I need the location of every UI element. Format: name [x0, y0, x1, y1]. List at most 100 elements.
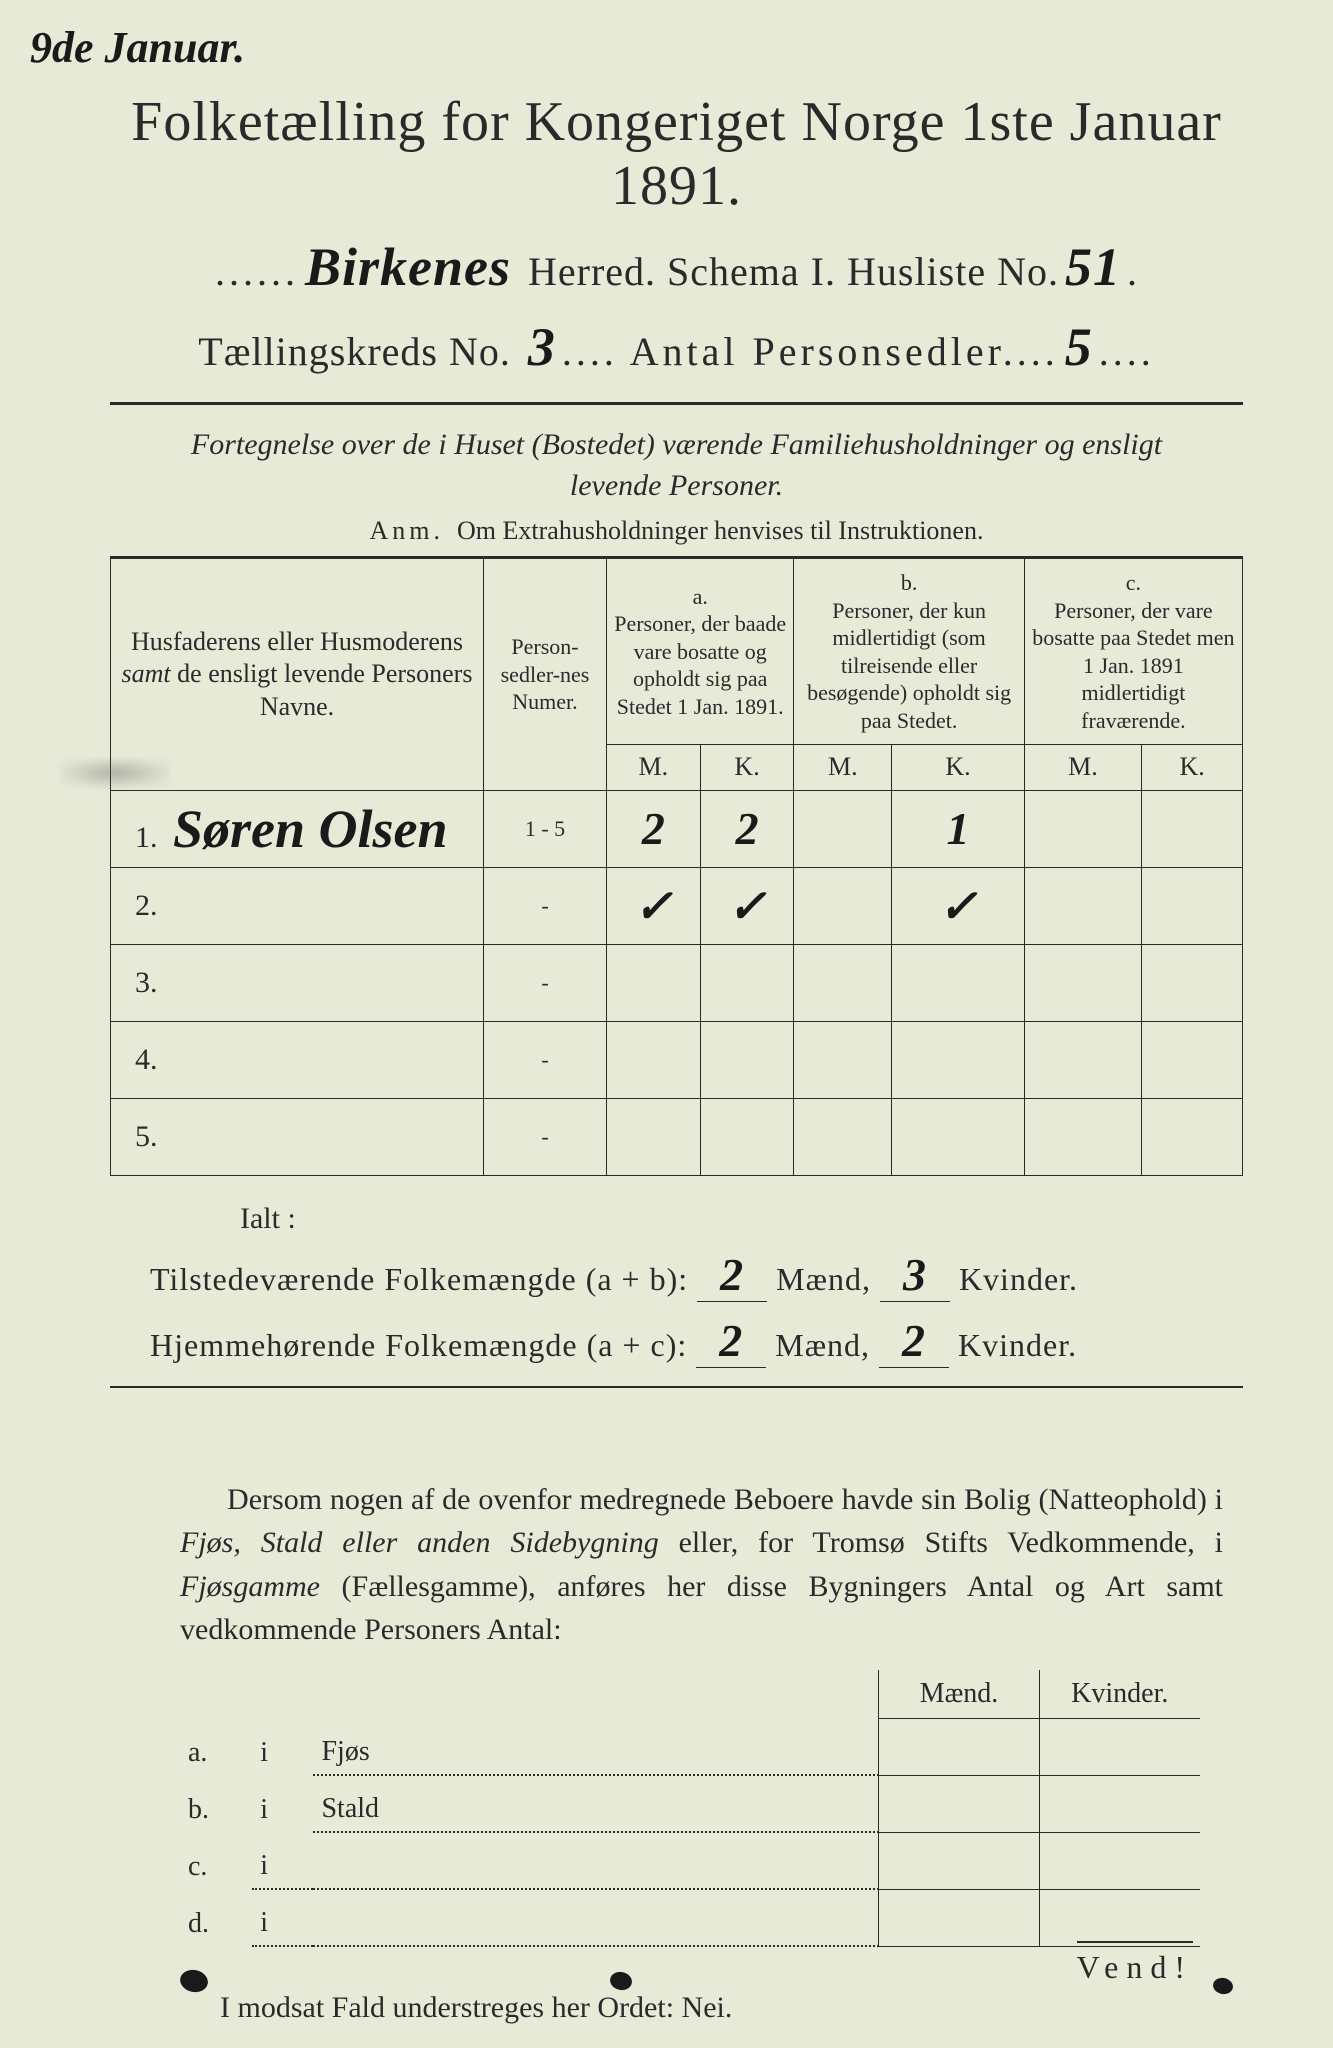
row4-bM — [794, 1021, 892, 1098]
lower-a: a. — [180, 1718, 252, 1775]
col-b-k: K. — [892, 745, 1025, 791]
paper-smudge — [60, 758, 170, 788]
row2-bM — [794, 867, 892, 944]
row5-aM — [607, 1098, 701, 1175]
sum1-m-hw: 2 — [714, 1248, 750, 1301]
col-numer-header: Person-sedler-nes Numer. — [484, 559, 607, 791]
col-a-letter: a. — [613, 583, 787, 611]
row5-cK — [1142, 1098, 1243, 1175]
row2-aK: ✓ — [700, 867, 794, 944]
sum-line-1: Tilstedeværende Folkemængde (a + b): 2 M… — [150, 1248, 1243, 1302]
lower-table: Mænd. Kvinder. a. i Fjøs b. i Stald c. i… — [180, 1670, 1200, 1948]
main-title: Folketælling for Kongeriget Norge 1ste J… — [110, 90, 1243, 218]
sum-k-label: Kvinder. — [959, 1261, 1078, 1297]
table-row: 5. - — [111, 1098, 1243, 1175]
row1-numer: 1 - 5 — [484, 790, 607, 867]
row5-bK — [892, 1098, 1025, 1175]
col-a-header: a. Personer, der baade vare bosatte og o… — [607, 559, 794, 745]
lower-row: d. i — [180, 1889, 1200, 1946]
row2-numer: - — [484, 867, 607, 944]
top-handwritten-note: 9de Januar. — [30, 22, 245, 73]
anm-text: Om Extrahusholdninger henvises til Instr… — [457, 516, 983, 545]
lower-row: b. i Stald — [180, 1775, 1200, 1832]
table-row: 2. - ✓ ✓ ✓ — [111, 867, 1243, 944]
col-a-k: K. — [700, 745, 794, 791]
row5-numer: - — [484, 1098, 607, 1175]
row2-aM: ✓ — [607, 867, 701, 944]
row4-aM — [607, 1021, 701, 1098]
row2-cK — [1142, 867, 1243, 944]
mid-rule — [110, 1386, 1243, 1388]
row2-bK: ✓ — [892, 867, 1025, 944]
row3-aM — [607, 944, 701, 1021]
col-names-header: Husfaderens eller Husmoderens samt de en… — [111, 559, 484, 791]
row-number: 4. — [111, 1021, 484, 1098]
form-description: Fortegnelse over de i Huset (Bostedet) v… — [150, 425, 1203, 506]
anm-label: Anm. — [370, 516, 445, 545]
sum2-k-hw: 2 — [896, 1314, 932, 1367]
husliste-number-handwritten: 51 — [1059, 236, 1127, 298]
lower-d-m — [879, 1889, 1040, 1946]
kreds-number-handwritten: 3 — [522, 316, 562, 378]
lower-d-k — [1039, 1889, 1199, 1946]
row5-cM — [1024, 1098, 1141, 1175]
row-number: 2. — [111, 867, 484, 944]
row4-bK — [892, 1021, 1025, 1098]
row4-cK — [1142, 1021, 1243, 1098]
lower-stald-k — [1039, 1775, 1199, 1832]
sum-m-label2: Mænd, — [775, 1327, 870, 1363]
header-line-2: ......Birkenes Herred. Schema I. Huslist… — [110, 236, 1243, 298]
lower-c-k — [1039, 1832, 1199, 1889]
ialt-label: Ialt : — [240, 1202, 1243, 1236]
sum-m-label: Mænd, — [776, 1261, 871, 1297]
col-b-header: b. Personer, der kun midlertidigt (som t… — [794, 559, 1024, 745]
lower-i: i — [252, 1775, 313, 1832]
col-c-header: c. Personer, der vare bosatte paa Stedet… — [1024, 559, 1242, 745]
lower-c-m — [879, 1832, 1040, 1889]
row1-bM — [794, 790, 892, 867]
lower-header-row: Mænd. Kvinder. — [180, 1670, 1200, 1719]
table-header-row-1: Husfaderens eller Husmoderens samt de en… — [111, 559, 1243, 745]
lower-h-k: Kvinder. — [1039, 1670, 1199, 1719]
col-b-m: M. — [794, 745, 892, 791]
personsedler-number-handwritten: 5 — [1059, 316, 1099, 378]
row4-numer: - — [484, 1021, 607, 1098]
header-line-3: Tællingskreds No. 3.... Antal Personsedl… — [110, 316, 1243, 378]
row3-cK — [1142, 944, 1243, 1021]
ink-blot-icon — [178, 1967, 210, 1994]
col-b-text: Personer, der kun midlertidigt (som tilr… — [800, 597, 1017, 735]
row-number: 1. — [135, 821, 158, 854]
row-number: 5. — [111, 1098, 484, 1175]
lower-i-d: i — [252, 1889, 878, 1946]
row-number: 3. — [111, 944, 484, 1021]
lower-i: i — [252, 1718, 313, 1775]
row1-cM — [1024, 790, 1141, 867]
row2-cM — [1024, 867, 1141, 944]
row3-cM — [1024, 944, 1141, 1021]
sum1-label: Tilstedeværende Folkemængde (a + b): — [150, 1261, 688, 1297]
table-row: 1. Søren Olsen 1 - 5 2 2 1 — [111, 790, 1243, 867]
lower-c: c. — [180, 1832, 252, 1889]
sum2-m-hw: 2 — [713, 1314, 749, 1367]
table-row: 4. - — [111, 1021, 1243, 1098]
row3-numer: - — [484, 944, 607, 1021]
sum-k-label2: Kvinder. — [958, 1327, 1077, 1363]
line2-mid-text: Herred. Schema I. Husliste No. — [517, 249, 1059, 294]
col-b-letter: b. — [800, 569, 1017, 597]
sum-line-2: Hjemmehørende Folkemængde (a + c): 2 Mæn… — [150, 1314, 1243, 1368]
table-row: 3. - — [111, 944, 1243, 1021]
col-a-text: Personer, der baade vare bosatte og opho… — [613, 610, 787, 720]
vend-label: Vend! — [1077, 1941, 1193, 1986]
lower-row: a. i Fjøs — [180, 1718, 1200, 1775]
lower-b: b. — [180, 1775, 252, 1832]
building-paragraph: Dersom nogen af de ovenfor medregnede Be… — [180, 1478, 1223, 1652]
col-c-letter: c. — [1031, 569, 1236, 597]
anm-line: Anm. Om Extrahusholdninger henvises til … — [110, 516, 1243, 546]
lower-fjos-k — [1039, 1718, 1199, 1775]
line3-pre: Tællingskreds No. — [198, 329, 522, 374]
lower-i-c: i — [252, 1832, 878, 1889]
row4-cM — [1024, 1021, 1141, 1098]
col-c-m: M. — [1024, 745, 1141, 791]
row5-aK — [700, 1098, 794, 1175]
header-rule — [110, 402, 1243, 405]
